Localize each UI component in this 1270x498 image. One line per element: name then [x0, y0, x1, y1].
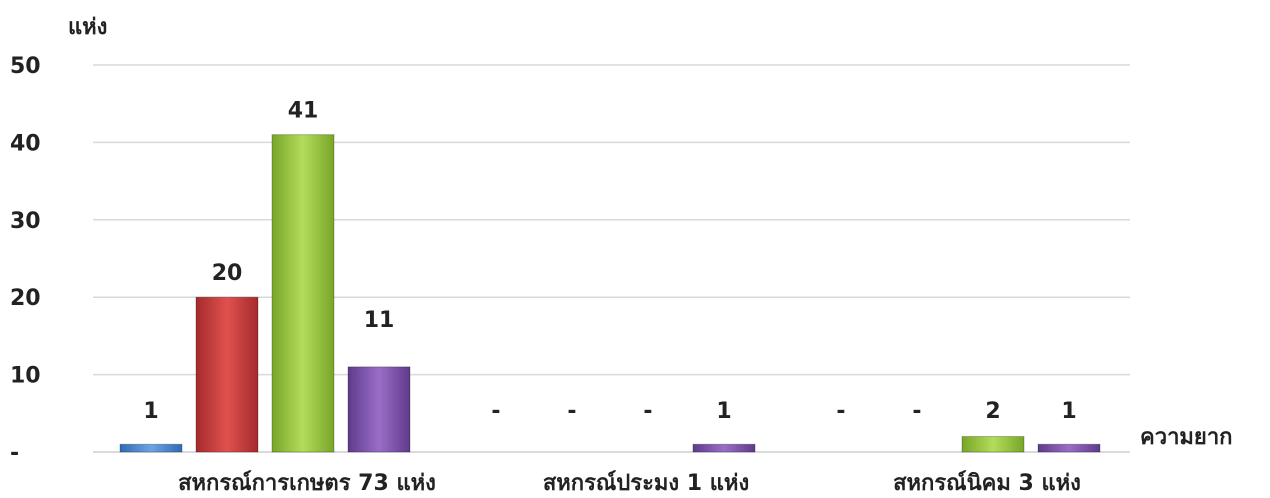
data-label: 11: [364, 308, 395, 333]
y-tick-label: 40: [10, 131, 41, 156]
data-label: 1: [143, 399, 158, 424]
gridlines: [93, 64, 1130, 453]
bars: [119, 134, 1101, 453]
y-tick-label: 20: [10, 286, 41, 311]
data-label: 1: [716, 399, 731, 424]
y-axis-ticks: - 10 20 30 40 50: [10, 54, 41, 466]
x-axis-title: ความยาก: [1140, 425, 1233, 450]
y-tick-label: 50: [10, 54, 41, 79]
y-tick-label: 10: [10, 364, 41, 389]
y-axis-title: แห่ง: [68, 15, 107, 40]
data-label: -: [643, 399, 652, 424]
category-labels: สหกรณ์การเกษตร 73 แห่ง สหกรณ์ประมง 1 แห่ง…: [178, 470, 1081, 496]
data-label: 41: [288, 99, 319, 124]
bar: [1037, 443, 1101, 453]
category-label: สหกรณ์การเกษตร 73 แห่ง: [178, 470, 436, 496]
bar: [195, 296, 259, 453]
bar: [119, 443, 183, 453]
bar: [347, 366, 411, 453]
bar: [961, 436, 1025, 453]
data-label: -: [912, 399, 921, 424]
data-label: -: [567, 399, 576, 424]
data-label: 20: [212, 261, 243, 286]
category-label: สหกรณ์นิคม 3 แห่ง: [893, 470, 1081, 496]
data-label: 1: [1061, 399, 1076, 424]
bar: [271, 134, 335, 453]
bar: [692, 443, 756, 453]
y-tick-label: 30: [10, 209, 41, 234]
data-labels: 1 20 41 11 - - - 1 - - 2 1: [143, 99, 1076, 424]
data-label: -: [491, 399, 500, 424]
data-label: 2: [985, 399, 1000, 424]
data-label: -: [836, 399, 845, 424]
category-label: สหกรณ์ประมง 1 แห่ง: [543, 470, 749, 496]
y-tick-label: -: [10, 441, 19, 466]
